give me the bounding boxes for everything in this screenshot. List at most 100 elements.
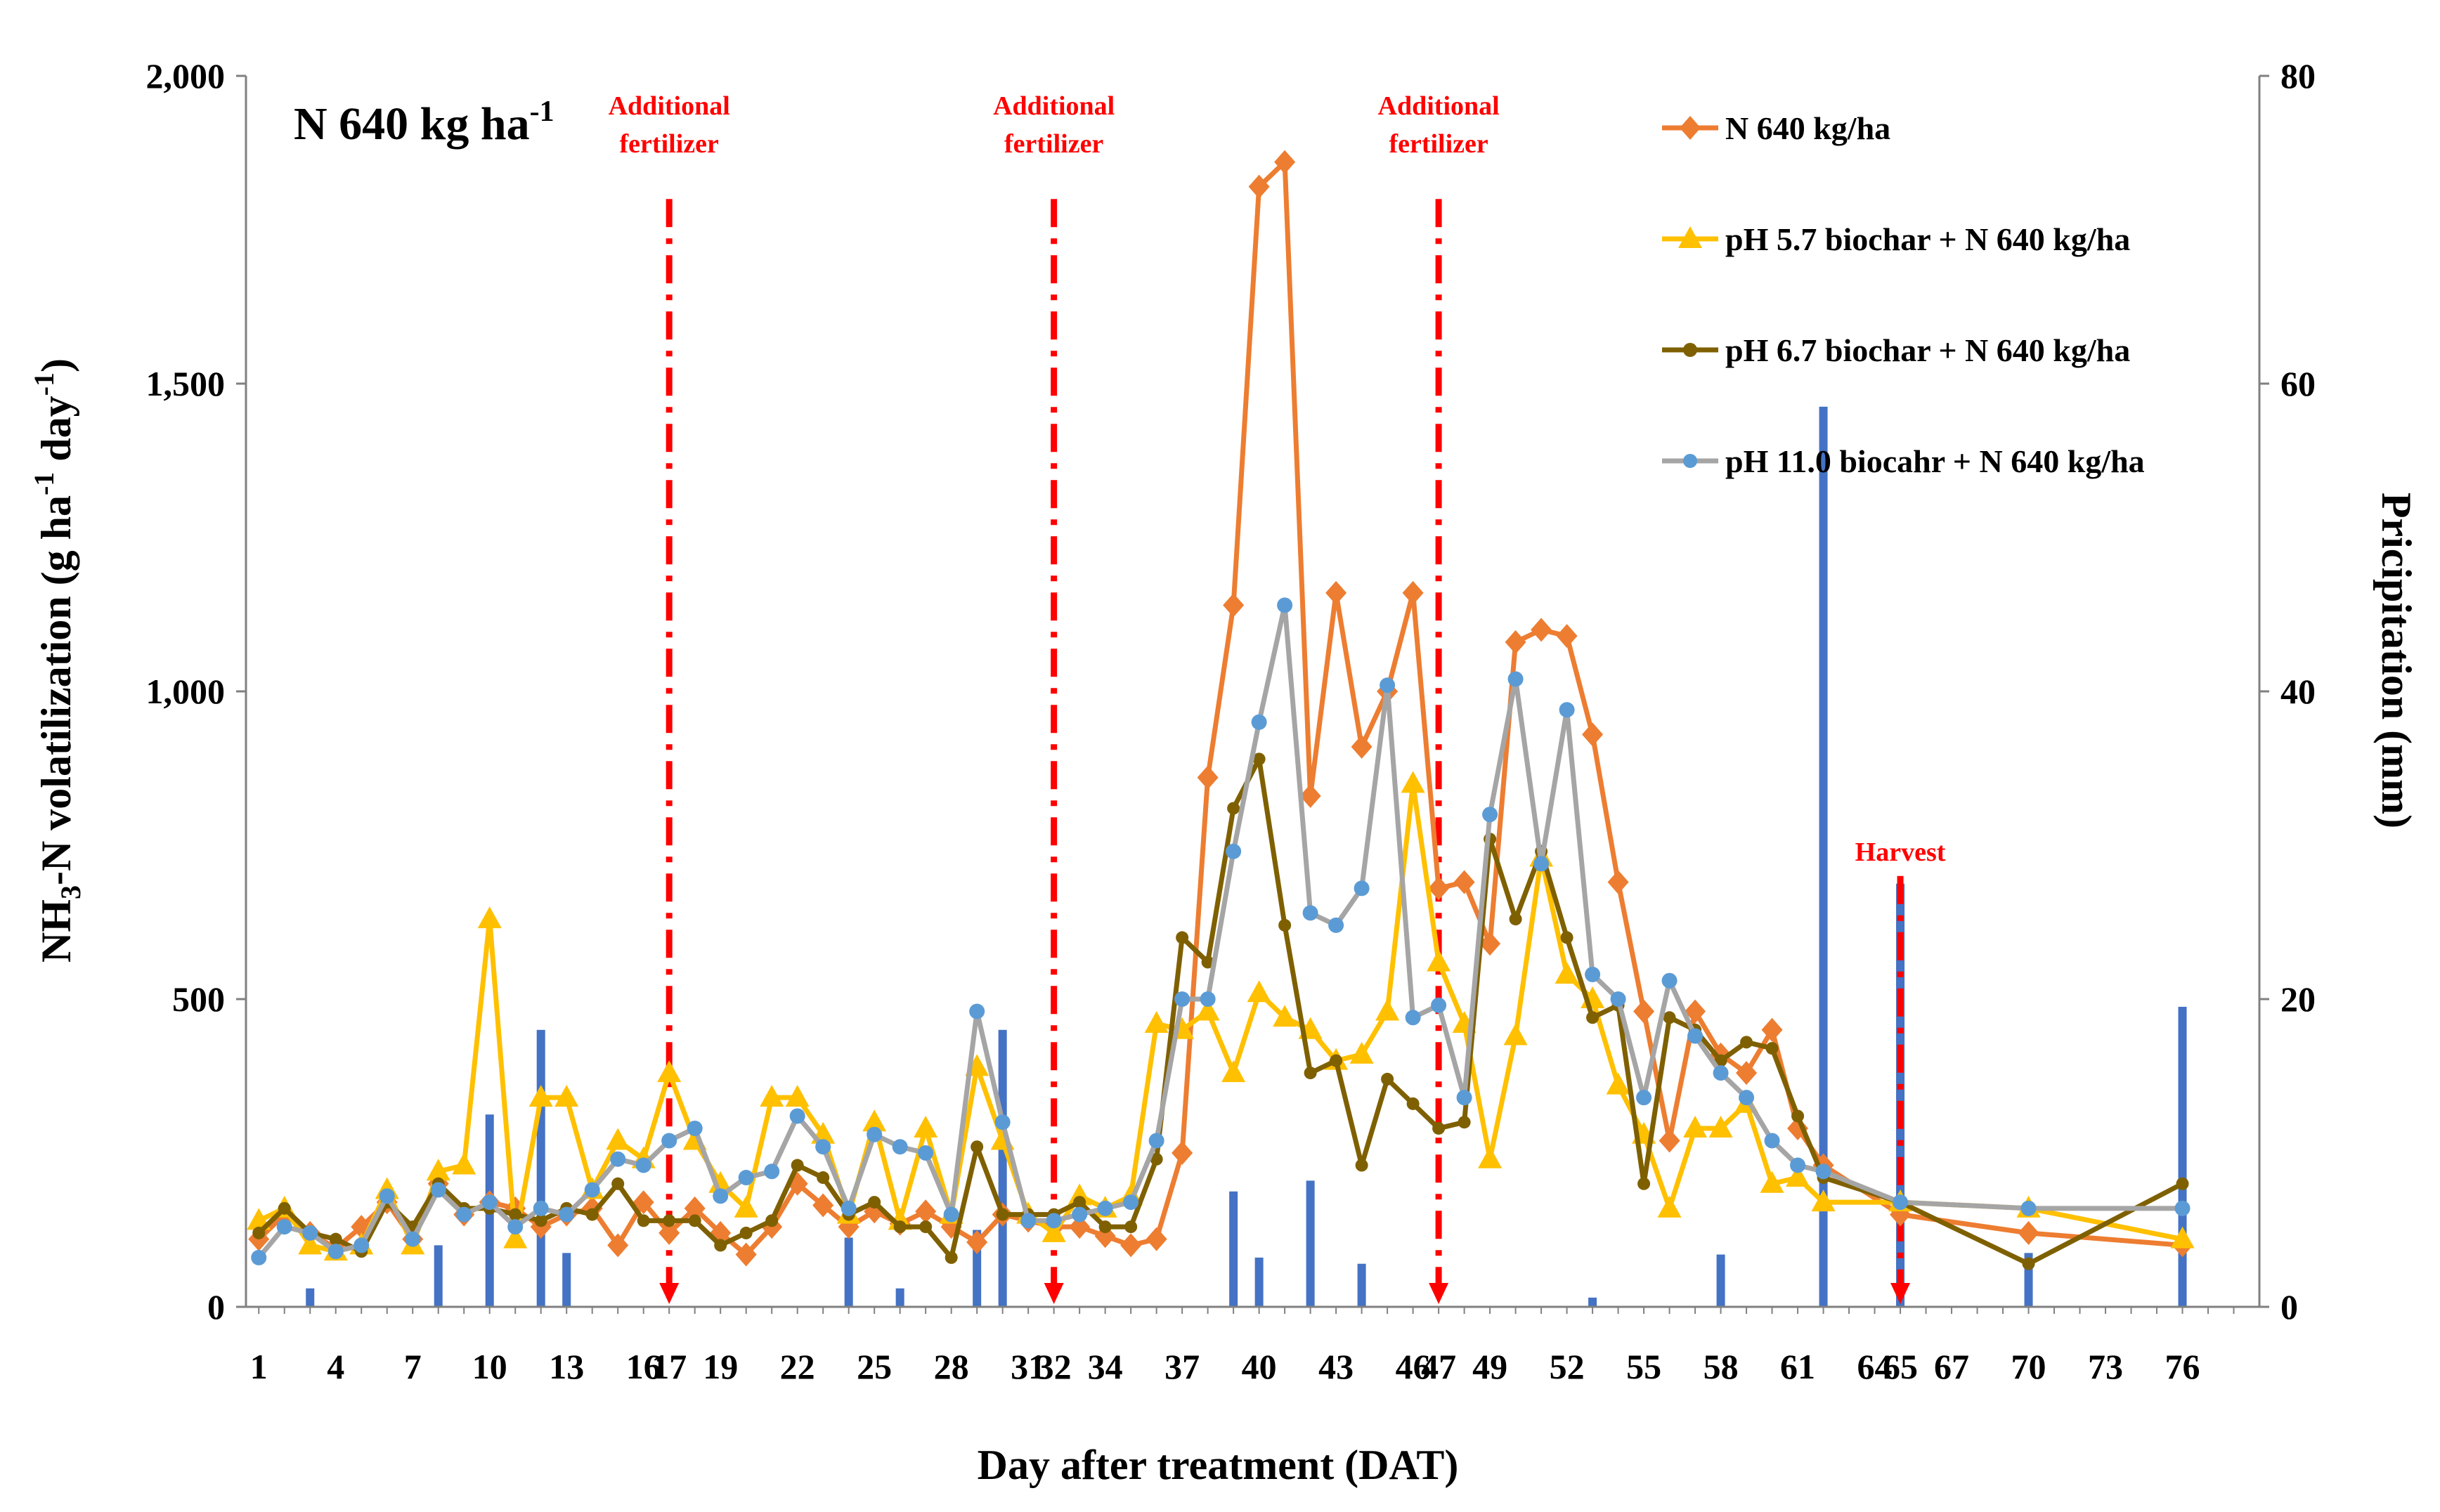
legend-label: N 640 kg/ha	[1725, 110, 1890, 146]
precip-bar	[306, 1288, 315, 1307]
data-point	[559, 1206, 575, 1223]
data-point	[815, 1139, 831, 1155]
data-point	[1507, 671, 1524, 687]
data-point	[452, 1152, 476, 1175]
data-point	[1736, 1061, 1758, 1086]
data-point	[1786, 1165, 1810, 1187]
y-axis-title-part: 3	[55, 885, 86, 899]
data-point	[1636, 1090, 1652, 1106]
data-point	[1683, 1115, 1708, 1138]
data-point	[713, 1188, 729, 1204]
x-tick-label: 70	[2011, 1347, 2046, 1386]
x-tick-label: 32	[1037, 1347, 1072, 1386]
data-point	[868, 1196, 881, 1209]
y-tick-label-left: 1,500	[146, 364, 226, 403]
precip-bar	[1357, 1263, 1366, 1307]
x-tick-label: 7	[404, 1347, 422, 1386]
x-tick-label: 4	[327, 1347, 344, 1386]
data-point	[528, 1085, 553, 1107]
data-point	[1556, 624, 1578, 649]
x-tick-label: 37	[1164, 1347, 1200, 1386]
data-point	[892, 1139, 908, 1155]
data-point	[1586, 1011, 1599, 1024]
precip-bar	[536, 1029, 545, 1307]
data-point	[1150, 1152, 1163, 1166]
data-point	[610, 1151, 626, 1167]
data-point	[1533, 856, 1550, 872]
data-point	[1252, 752, 1266, 766]
data-point	[1427, 949, 1451, 972]
data-point	[708, 1171, 733, 1193]
data-point	[1069, 1215, 1091, 1239]
data-point	[862, 1109, 887, 1132]
data-point	[1380, 677, 1396, 693]
data-point	[507, 1219, 524, 1235]
data-point	[1764, 1133, 1780, 1149]
precip-bar	[844, 1237, 853, 1307]
data-point	[1251, 714, 1267, 730]
data-point	[1299, 783, 1321, 808]
data-point	[1432, 1121, 1446, 1135]
y-tick-label-right: 20	[2280, 979, 2316, 1019]
data-point	[1633, 999, 1655, 1024]
data-point	[1505, 630, 1526, 654]
y-tick-label-left: 500	[172, 979, 225, 1019]
axes	[236, 74, 2269, 1314]
data-point	[534, 1214, 547, 1227]
annotation-text: Additional	[609, 91, 730, 121]
data-point	[1458, 1116, 1471, 1129]
data-point	[1531, 618, 1552, 642]
data-point	[2020, 1200, 2037, 1216]
legend-marker	[1680, 116, 1701, 140]
data-point	[1663, 1011, 1676, 1024]
data-point	[1176, 931, 1189, 944]
data-point	[943, 1206, 959, 1223]
data-point	[1893, 1194, 1909, 1211]
data-point	[657, 1060, 682, 1083]
data-point	[1811, 1190, 1836, 1212]
y-tick-label-left: 2,000	[146, 56, 226, 96]
data-point	[405, 1231, 421, 1247]
data-point	[714, 1239, 727, 1252]
data-point	[1328, 917, 1344, 933]
legend: N 640 kg/ha pH 5.7 biochar + N 640 kg/ha p…	[1662, 110, 2145, 479]
data-point	[278, 1201, 291, 1215]
data-point	[893, 1220, 907, 1234]
event-arrow	[1890, 1283, 1911, 1304]
annotation-text: fertilizer	[1389, 129, 1488, 159]
data-point	[1200, 991, 1216, 1007]
data-point	[607, 1233, 629, 1258]
data-point	[1585, 966, 1601, 982]
data-point	[1174, 991, 1190, 1007]
data-point	[1046, 1213, 1062, 1229]
x-tick-label: 64	[1857, 1347, 1893, 1386]
data-point	[503, 1226, 528, 1249]
precip-bar	[2178, 1006, 2187, 1307]
data-point	[735, 1242, 757, 1267]
data-point	[1349, 1041, 1374, 1064]
precip-bar	[1229, 1191, 1238, 1307]
data-point	[764, 1164, 780, 1180]
data-point	[379, 1188, 395, 1204]
data-point	[276, 1219, 292, 1235]
data-point	[1661, 972, 1678, 989]
data-point	[477, 906, 502, 929]
data-point	[1277, 597, 1293, 613]
y-axis-title-part: )	[33, 358, 79, 372]
data-point	[2022, 1257, 2035, 1270]
data-point	[914, 1115, 938, 1138]
data-point	[611, 1177, 625, 1190]
x-tick-label: 58	[1704, 1347, 1739, 1386]
data-point	[1221, 1060, 1246, 1083]
data-point	[785, 1085, 810, 1107]
precip-bar	[1254, 1257, 1264, 1307]
x-tick-label: 13	[549, 1347, 584, 1386]
x-tick-label: 61	[1780, 1347, 1815, 1386]
data-point	[760, 1085, 784, 1107]
x-tick-label: 22	[780, 1347, 815, 1386]
data-point	[426, 1159, 450, 1181]
data-point	[554, 1085, 579, 1107]
data-point	[661, 1133, 677, 1149]
data-point	[1761, 1017, 1783, 1042]
y-axis-title-part: -1	[28, 372, 60, 396]
